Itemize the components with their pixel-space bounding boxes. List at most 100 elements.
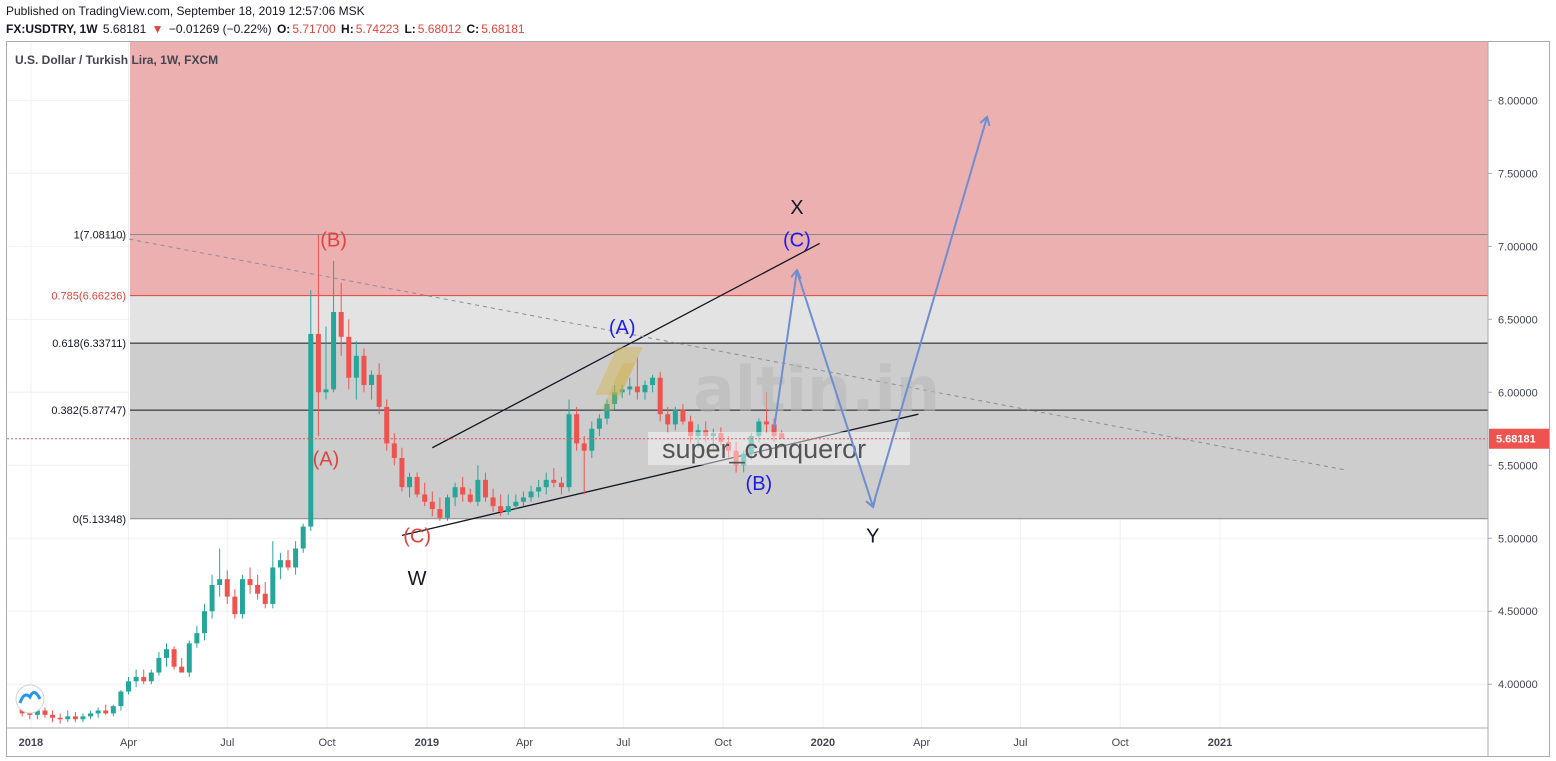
candle-body bbox=[718, 433, 724, 442]
candle bbox=[285, 549, 291, 571]
candle-body bbox=[642, 385, 648, 393]
tradingview-cloud-icon bbox=[18, 691, 42, 704]
candle bbox=[536, 479, 542, 498]
candle bbox=[756, 418, 762, 442]
candle-body bbox=[50, 714, 56, 718]
candle-body bbox=[255, 584, 261, 594]
x-tick-label: 2019 bbox=[415, 737, 439, 749]
candle bbox=[718, 427, 724, 445]
candle-body bbox=[452, 487, 458, 498]
candle bbox=[262, 582, 268, 609]
wave-label: (B) bbox=[320, 229, 347, 251]
candle-body bbox=[619, 389, 625, 393]
candle bbox=[482, 472, 488, 502]
candle-body bbox=[536, 487, 542, 492]
candle-body bbox=[513, 501, 519, 507]
chart-frame bbox=[6, 41, 1550, 757]
brand-watermark: altin.in bbox=[693, 353, 940, 426]
candle-body bbox=[247, 579, 253, 585]
candle bbox=[346, 319, 352, 390]
candle-body bbox=[88, 713, 94, 717]
price-change: −0.01269 (−0.22%) bbox=[168, 22, 272, 36]
candle-body bbox=[581, 443, 587, 451]
candle bbox=[65, 710, 71, 723]
fib-level-label: 0.382(5.87747) bbox=[51, 405, 126, 417]
candle bbox=[604, 399, 610, 425]
candle bbox=[133, 669, 139, 688]
candle-body bbox=[353, 355, 359, 378]
candle bbox=[217, 548, 223, 597]
candle bbox=[726, 436, 732, 458]
candle bbox=[634, 357, 640, 400]
candle-body bbox=[148, 672, 154, 682]
candle bbox=[171, 646, 177, 670]
candle bbox=[710, 428, 716, 451]
x-tick-label: Jul bbox=[220, 737, 234, 749]
candle bbox=[612, 385, 618, 410]
y-tick-label: 6.00000 bbox=[1498, 387, 1538, 399]
candle-body bbox=[194, 633, 200, 644]
candle-body bbox=[232, 596, 238, 615]
trendline bbox=[401, 413, 919, 536]
candle-body bbox=[376, 374, 382, 407]
candle-body bbox=[482, 479, 488, 498]
x-tick-label: Jul bbox=[616, 737, 630, 749]
candle bbox=[384, 399, 390, 451]
candle-body bbox=[126, 681, 132, 692]
candle bbox=[642, 380, 648, 400]
candle bbox=[566, 399, 572, 492]
candle bbox=[232, 589, 238, 619]
fib-level-label: 0.618(6.33711) bbox=[52, 338, 126, 350]
candle-body bbox=[338, 312, 344, 337]
candle-body bbox=[627, 386, 633, 390]
candle-body bbox=[612, 392, 618, 404]
candle bbox=[209, 574, 215, 619]
high-value: 5.74223 bbox=[355, 22, 400, 36]
candle-body bbox=[361, 355, 367, 385]
candle-body bbox=[308, 333, 314, 527]
x-tick-label: 2018 bbox=[19, 737, 43, 749]
candle-body bbox=[391, 443, 397, 458]
candle bbox=[277, 552, 283, 580]
candle-body bbox=[57, 717, 63, 720]
candle bbox=[361, 348, 367, 393]
wave-label: Y bbox=[866, 526, 879, 548]
candle-body bbox=[748, 436, 754, 454]
candle-body bbox=[490, 497, 496, 507]
candle bbox=[338, 282, 344, 356]
candle bbox=[627, 377, 633, 396]
x-tick-label: Jul bbox=[1013, 737, 1027, 749]
x-tick-label: Apr bbox=[516, 737, 533, 749]
candle bbox=[422, 482, 428, 507]
candle bbox=[224, 570, 230, 604]
x-tick-label: Oct bbox=[1112, 737, 1129, 749]
candle bbox=[80, 713, 86, 723]
candle-body bbox=[179, 666, 185, 673]
candle bbox=[42, 707, 48, 718]
candle-body bbox=[201, 611, 207, 634]
open-value: 5.71700 bbox=[292, 22, 336, 36]
candle-body bbox=[65, 716, 71, 720]
candle bbox=[589, 421, 595, 458]
x-tick-label: Oct bbox=[319, 737, 336, 749]
candle-body bbox=[42, 710, 48, 715]
candle-body bbox=[733, 450, 739, 466]
candle bbox=[657, 371, 663, 422]
candle bbox=[118, 690, 124, 711]
close-value: 5.68181 bbox=[481, 22, 525, 36]
candle bbox=[665, 406, 671, 434]
y-tick-label: 7.50000 bbox=[1498, 168, 1538, 180]
candle bbox=[551, 468, 557, 488]
candle-body bbox=[688, 421, 694, 437]
candle-body bbox=[475, 479, 481, 502]
projection-arrow bbox=[871, 118, 987, 507]
candle-body bbox=[665, 414, 671, 425]
candle bbox=[315, 234, 321, 437]
open-label: O: bbox=[276, 22, 291, 36]
candle-body bbox=[634, 386, 640, 393]
candle-body bbox=[118, 691, 124, 707]
candle-body bbox=[445, 497, 451, 518]
altin-logo-icon-shade bbox=[601, 363, 635, 411]
candle-body bbox=[270, 567, 276, 604]
